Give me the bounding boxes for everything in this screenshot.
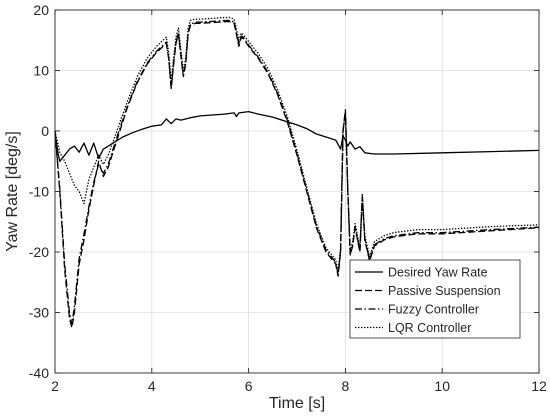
x-tick-label-1: 4 [148, 378, 156, 394]
legend-label-2: Fuzzy Controller [388, 303, 479, 317]
series-line-3 [54, 16, 540, 273]
y-axis-title: Yaw Rate [deg/s] [4, 131, 21, 252]
series-line-0 [54, 110, 540, 162]
axes [54, 9, 540, 374]
legend-box [349, 259, 521, 339]
x-tick-label-5: 12 [531, 378, 547, 394]
y-tick-label-5: 10 [33, 63, 49, 79]
y-tick-label-2: -20 [29, 244, 49, 260]
y-tick-label-1: -30 [29, 305, 49, 321]
y-tick-label-6: 20 [33, 2, 49, 18]
x-tick-label-3: 8 [342, 378, 350, 394]
x-axis-title: Time [s] [269, 395, 325, 412]
legend-label-3: LQR Controller [388, 321, 471, 335]
x-tick-label-0: 2 [51, 378, 59, 394]
y-tick-label-4: 0 [41, 123, 49, 139]
grid [55, 10, 539, 373]
tick-labels: 2 4 6 8 10 12 -40 -30 -20 -10 0 10 20 [29, 2, 547, 394]
legend-label-0: Desired Yaw Rate [388, 266, 488, 280]
x-tick-label-2: 6 [245, 378, 253, 394]
y-tick-label-0: -40 [29, 365, 49, 381]
x-tick-label-4: 10 [434, 378, 450, 394]
series-lines [54, 16, 540, 329]
legend: Desired Yaw Rate Passive Suspension Fuzzy … [349, 259, 521, 339]
legend-label-1: Passive Suspension [388, 284, 501, 298]
y-tick-label-3: -10 [29, 184, 49, 200]
